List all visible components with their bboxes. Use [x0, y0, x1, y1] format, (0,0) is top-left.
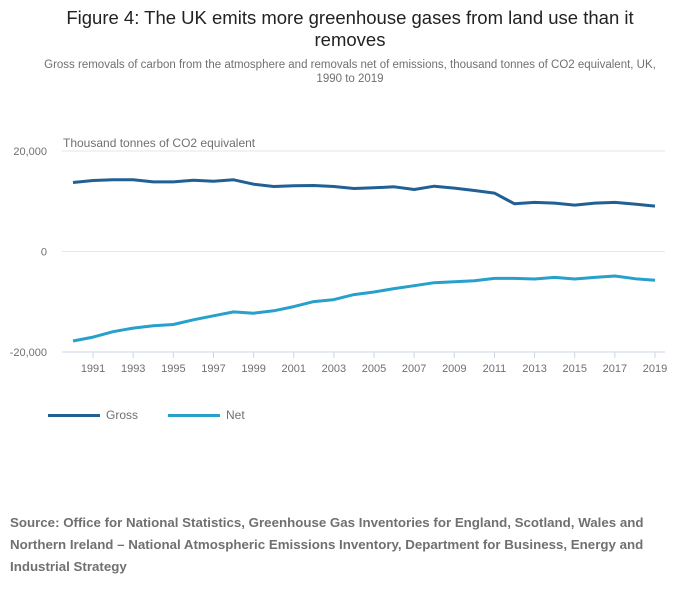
x-tick-label: 2011: [483, 363, 507, 375]
y-tick-label: 0: [41, 247, 47, 259]
x-tick-label: 1997: [201, 363, 225, 375]
legend-label-net: Net: [226, 408, 245, 422]
x-tick-label: 1993: [121, 363, 145, 375]
x-tick-label: 2019: [643, 363, 667, 375]
x-tick-label: 1999: [241, 363, 265, 375]
x-tick-label: 2009: [442, 363, 466, 375]
chart-subtitle: Gross removals of carbon from the atmosp…: [44, 59, 656, 85]
legend-swatch-net: [168, 413, 221, 417]
x-tick-label: 2017: [603, 363, 627, 375]
legend-swatch-gross: [48, 413, 100, 417]
x-tick-label: 2001: [282, 363, 306, 375]
y-axis-label: Thousand tonnes of CO2 equivalent: [63, 136, 256, 150]
series-line-gross[interactable]: [72, 178, 656, 208]
chart-title: Figure 4: The UK emits more greenhouse g…: [66, 7, 634, 50]
x-tick-label: 2013: [522, 363, 546, 375]
legend-item-net[interactable]: Net: [168, 408, 245, 422]
y-tick-label: -20,000: [10, 347, 47, 359]
legend-label-gross: Gross: [106, 408, 139, 422]
legend-item-gross[interactable]: Gross: [48, 408, 138, 422]
x-tick-label: 2005: [362, 363, 386, 375]
legend: Gross Net: [48, 408, 275, 422]
line-chart: Thousand tonnes of CO2 equivalent 20,000…: [10, 136, 668, 375]
source-note: Source: Office for National Statistics, …: [10, 515, 644, 574]
x-tick-label: 2003: [322, 363, 346, 375]
y-tick-label: 20,000: [13, 146, 47, 158]
x-tick-label: 2007: [402, 363, 426, 375]
series-line-net[interactable]: [72, 274, 656, 343]
x-tick-label: 1991: [81, 363, 105, 375]
x-tick-label: 1995: [161, 363, 185, 375]
x-tick-label: 2015: [562, 363, 586, 375]
